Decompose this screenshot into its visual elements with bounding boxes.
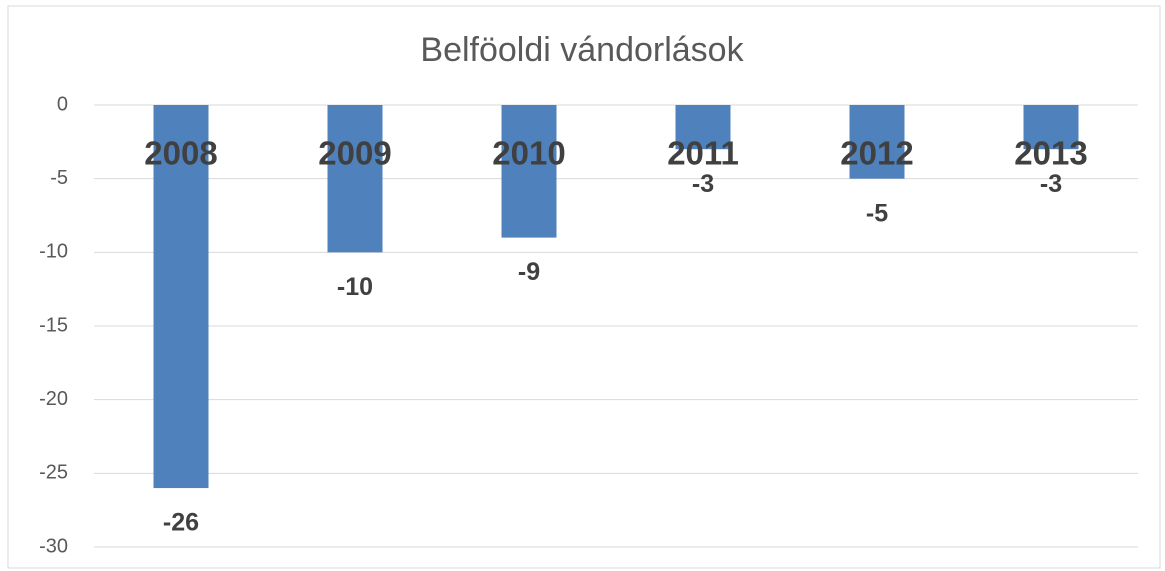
y-tick-label: -30 <box>39 535 68 557</box>
x-tick-label: 2009 <box>318 135 391 172</box>
data-label: -26 <box>163 509 199 537</box>
data-label: -3 <box>692 170 714 198</box>
bar <box>849 105 905 179</box>
chart-title: Belföoldi vándorlások <box>420 31 744 69</box>
x-tick-label: 2011 <box>667 135 739 172</box>
bar <box>153 105 209 489</box>
bar <box>501 105 557 238</box>
y-tick-label: -10 <box>39 241 68 263</box>
y-tick-label: -5 <box>50 167 68 189</box>
bar <box>327 105 383 253</box>
bar <box>675 105 731 150</box>
data-label: -10 <box>337 273 373 301</box>
data-label: -5 <box>866 199 888 227</box>
y-tick-label: 0 <box>57 93 68 115</box>
bar <box>1023 105 1079 150</box>
x-tick-label: 2008 <box>144 135 217 172</box>
data-label: -3 <box>1040 170 1062 198</box>
x-tick-label: 2010 <box>492 135 565 172</box>
chart-frame <box>7 5 1161 569</box>
y-tick-label: -25 <box>39 462 68 484</box>
y-tick-label: -15 <box>39 314 68 336</box>
x-tick-label: 2013 <box>1014 135 1087 172</box>
x-tick-label: 2012 <box>840 135 913 172</box>
y-tick-label: -20 <box>39 388 68 410</box>
data-label: -9 <box>518 258 540 286</box>
